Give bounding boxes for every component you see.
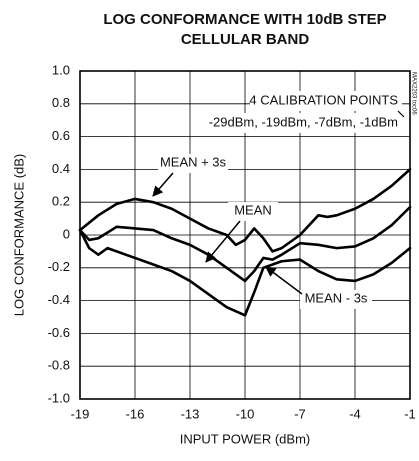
annotation-bg <box>158 154 228 173</box>
y-axis-label: LOG CONFORMANCE (dB) <box>11 154 26 317</box>
x-tick-label: -7 <box>294 406 306 421</box>
series-line <box>78 205 412 283</box>
x-tick-label: -4 <box>349 406 361 421</box>
series-label: MEAN + 3s <box>160 154 227 169</box>
x-tick-label: -10 <box>236 406 255 421</box>
chart-title: LOG CONFORMANCE WITH 10dB STEP <box>103 11 386 28</box>
y-tick-label: -0.4 <box>48 292 70 307</box>
arrow <box>152 172 174 197</box>
arrow <box>265 266 303 295</box>
annotation-bg <box>250 91 402 111</box>
chart-title: CELLULAR BAND <box>181 31 309 48</box>
curves <box>78 168 412 317</box>
x-axis-label: INPUT POWER (dBm) <box>180 431 311 446</box>
x-tick-label: -1 <box>404 406 416 421</box>
y-tick-label: 0 <box>63 226 70 241</box>
annotation-bg <box>300 290 372 309</box>
x-tick-label: -13 <box>181 406 200 421</box>
series-line <box>78 228 412 317</box>
y-tick-label: -1.0 <box>48 390 70 405</box>
source-note: MAX2203 toc06 <box>410 72 416 115</box>
annotation: 4 CALIBRATION POINTS <box>249 92 398 107</box>
leader-line <box>397 110 405 118</box>
arrow <box>205 220 241 263</box>
y-tick-label: 0.8 <box>52 95 70 110</box>
annotation: -29dBm, -19dBm, -7dBm, -1dBm <box>209 114 398 129</box>
x-tick-label: -19 <box>71 406 90 421</box>
series-label: MEAN <box>234 202 272 217</box>
plot-frame <box>79 70 411 400</box>
y-tick-label: -0.2 <box>48 259 70 274</box>
x-tick-label: -16 <box>126 406 145 421</box>
y-tick-label: 0.4 <box>52 161 70 176</box>
y-tick-label: 0.6 <box>52 128 70 143</box>
annotation-bg <box>200 113 402 133</box>
y-tick-label: 1.0 <box>52 62 70 77</box>
series-line <box>78 168 412 253</box>
series-label: MEAN - 3s <box>305 290 368 305</box>
annotation-bg <box>228 202 278 221</box>
y-tick-label: -0.6 <box>48 325 70 340</box>
y-tick-label: 0.2 <box>52 194 70 209</box>
y-tick-label: -0.8 <box>48 358 70 373</box>
